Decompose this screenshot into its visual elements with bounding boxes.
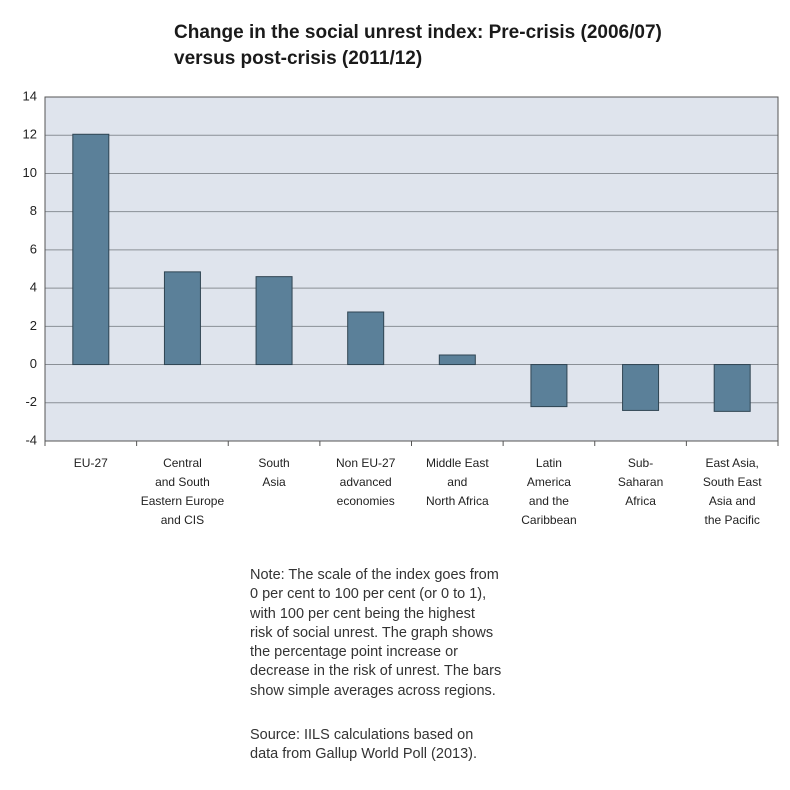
y-tick-label: 0 (30, 356, 37, 371)
bar (163, 271, 201, 366)
bar (622, 364, 660, 411)
x-tick-label: Sub- Saharan Africa (617, 456, 664, 508)
bar (438, 354, 476, 366)
x-tick-label: Middle East and North Africa (425, 456, 489, 508)
y-tick-label: 2 (30, 318, 37, 333)
y-tick-label: 14 (23, 88, 37, 103)
source: Source: IILS calculations based on data … (250, 727, 478, 763)
bar (72, 133, 110, 366)
bar (255, 276, 293, 366)
x-tick-label: Latin America and the Caribbean (521, 456, 577, 527)
bar (530, 364, 568, 408)
x-tick-label: EU-27 (73, 456, 108, 470)
y-tick-label: -2 (25, 394, 37, 409)
x-tick-label: South Asia (258, 456, 290, 489)
plot-area (45, 97, 778, 441)
chart-title: Change in the social unrest index: Pre-c… (174, 22, 662, 69)
note: Note: The scale of the index goes from 0… (250, 567, 502, 699)
x-tick-label: Central and South Eastern Europe and CIS (140, 456, 225, 527)
x-tick-label: East Asia, South East Asia and the Pacif… (702, 456, 762, 527)
x-tick-label: Non EU-27 advanced economies (336, 456, 396, 508)
bar (713, 364, 751, 412)
y-tick-label: 12 (23, 127, 37, 142)
y-tick-label: 10 (23, 165, 37, 180)
y-tick-label: -4 (25, 432, 37, 447)
y-tick-label: 4 (30, 280, 37, 295)
y-tick-label: 6 (30, 241, 37, 256)
y-tick-label: 8 (30, 203, 37, 218)
bar (347, 311, 385, 366)
